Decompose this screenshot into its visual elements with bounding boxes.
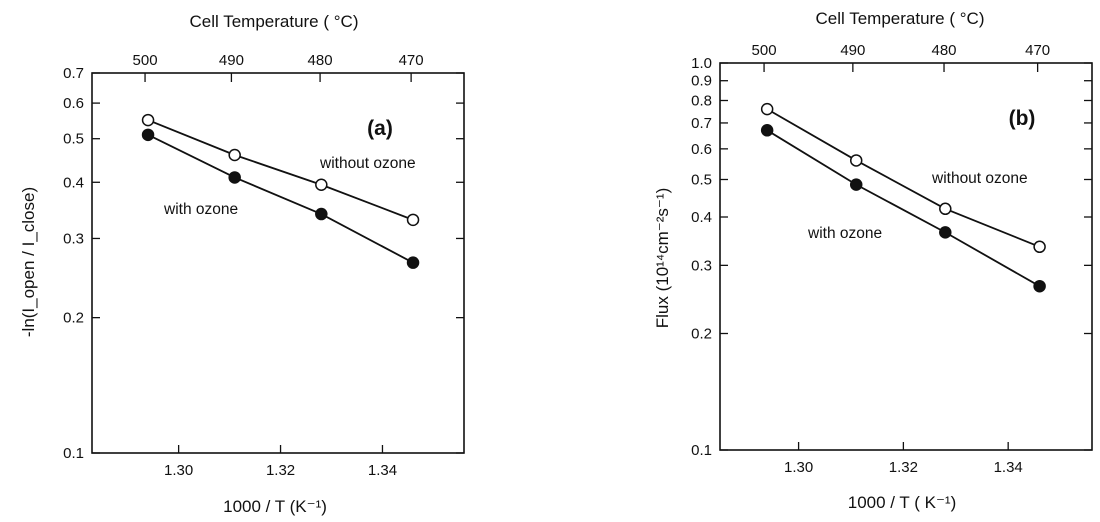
panel-a-x-tick-label: 1.34 (368, 462, 397, 479)
panel-b-data-point-with-ozone (939, 226, 952, 239)
panel-a-data-point-without-ozone (406, 213, 420, 227)
panel-b-top-tick-label: 480 (932, 42, 957, 59)
panel-b-legend-without-ozone: without ozone (931, 170, 1028, 187)
panel-a: Cell Temperature ( °C) 1000 / T (K⁻¹) -l… (19, 12, 465, 516)
panel-b-data-point-with-ozone (760, 124, 774, 137)
panel-b-y-tick-label: 0.9 (691, 73, 712, 90)
panel-a-marks: 0.1 0.2 0.3 0.4 0.5 0.6 0.7 1.30 1.32 1.34 500 490 4… (63, 52, 464, 479)
panel-b-legend-with-ozone: with ozone (807, 225, 882, 242)
panel-b-y-tick-label: 0.7 (691, 115, 712, 132)
panel-a-series-line-without-ozone (147, 119, 414, 221)
panel-a-top-tick-label: 490 (219, 52, 244, 69)
panel-b-x-tick-label: 1.32 (889, 459, 918, 476)
panel-b-top-tick-label: 490 (840, 42, 865, 59)
panel-a-top-tick-label: 470 (399, 52, 424, 69)
panel-b: Cell Temperature ( °C) 1000 / T ( K⁻¹) F… (653, 9, 1093, 512)
panel-b-plot-frame (719, 62, 1093, 451)
panel-a-y-tick-label: 0.3 (63, 230, 84, 247)
panel-b-data-point-without-ozone (1033, 240, 1046, 254)
panel-a-series-line-with-ozone (147, 134, 414, 264)
panel-b-top-axis-title: Cell Temperature ( °C) (816, 9, 985, 28)
panel-b-y-axis-title: Flux (10¹⁴cm⁻²s⁻¹) (653, 188, 672, 328)
panel-a-data-point-without-ozone (228, 148, 241, 162)
panel-a-y-tick-label: 0.5 (63, 131, 84, 148)
panel-a-y-tick-label: 0.6 (63, 95, 84, 112)
panel-a-y-tick-label: 0.1 (63, 445, 84, 462)
panel-b-x-tick-label: 1.30 (784, 459, 813, 476)
panel-a-data-point-with-ozone (315, 207, 328, 221)
panel-a-y-tick-label: 0.7 (63, 65, 84, 82)
panel-a-y-tick-label: 0.4 (63, 174, 84, 191)
panel-b-y-tick-label: 0.4 (691, 209, 712, 226)
panel-b-data-point-without-ozone (939, 202, 952, 216)
panel-a-y-axis-title: -ln(I_open / I_close) (19, 187, 38, 337)
panel-b-label: (b) (1009, 107, 1036, 130)
panel-a-data-point-with-ozone (141, 128, 155, 142)
panel-b-y-tick-label: 0.8 (691, 93, 712, 110)
panel-a-data-point-with-ozone (406, 256, 420, 269)
panel-a-top-tick-label: 480 (308, 52, 333, 69)
panel-b-series-line-with-ozone (766, 129, 1041, 287)
panel-b-marks: 0.1 0.2 0.3 0.4 0.5 0.6 0.7 0.8 0.91.0 1.30 1.32 1.… (691, 42, 1092, 476)
panel-b-data-point-with-ozone (1033, 279, 1046, 293)
panel-a-x-tick-label: 1.32 (266, 462, 295, 479)
panel-a-data-point-without-ozone (141, 113, 155, 127)
panel-a-bottom-axis-title: 1000 / T (K⁻¹) (223, 497, 327, 516)
panel-a-data-point-with-ozone (228, 171, 241, 184)
panel-a-y-tick-label: 0.2 (63, 310, 84, 327)
panel-b-x-tick-label: 1.34 (994, 459, 1023, 476)
panel-a-plot-frame (91, 72, 465, 454)
panel-a-legend-without-ozone: without ozone (319, 155, 416, 172)
panel-a-data-point-without-ozone (315, 178, 328, 191)
panel-b-y-tick-label: 0.6 (691, 141, 712, 158)
panel-a-top-axis-title: Cell Temperature ( °C) (190, 12, 359, 31)
panel-b-y-tick-label: 0.2 (691, 326, 712, 343)
panel-b-data-point-without-ozone (760, 102, 774, 116)
panel-b-data-point-with-ozone (849, 178, 863, 191)
panel-b-data-point-without-ozone (849, 154, 863, 167)
panel-a-x-tick-label: 1.30 (164, 462, 193, 479)
panel-b-y-tick-label: 0.1 (691, 442, 712, 459)
panel-b-top-tick-label: 500 (752, 42, 777, 59)
panel-a-top-tick-label: 500 (133, 52, 158, 69)
panel-b-top-tick-label: 470 (1025, 42, 1050, 59)
panel-b-y-tick-label: 0.3 (691, 257, 712, 274)
panel-b-y-tick-label: 0.5 (691, 171, 712, 188)
panel-b-y-tick-label: 1.0 (691, 55, 712, 72)
panel-a-legend-with-ozone: with ozone (163, 201, 238, 218)
panel-a-label: (a) (367, 117, 393, 140)
panel-b-bottom-axis-title: 1000 / T ( K⁻¹) (848, 493, 957, 512)
panel-b-series-line-without-ozone (766, 108, 1040, 248)
